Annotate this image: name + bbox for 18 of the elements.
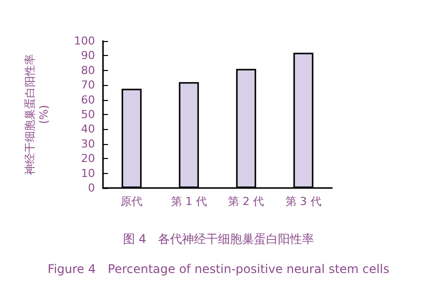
x-tick-label: 第 1 代 [170, 195, 207, 208]
y-tick-label: 30 [81, 137, 95, 150]
y-tick-label: 70 [81, 78, 95, 92]
y-axis-title: 神经干细胞巢蛋白阳性率 (%) [24, 54, 50, 175]
x-tick-label: 原代 [120, 195, 143, 208]
x-tick-label: 第 3 代 [285, 195, 322, 208]
x-tick-label: 第 2 代 [228, 195, 264, 208]
y-tick-label: 20 [81, 152, 95, 166]
y-tick-label: 10 [81, 166, 95, 180]
y-tick-label: 40 [81, 122, 95, 136]
y-tick-label: 50 [81, 108, 95, 121]
y-tick-label: 60 [81, 93, 95, 106]
y-tick-label: 100 [74, 34, 95, 48]
y-tick-label: 90 [81, 49, 95, 62]
y-tick-label: 0 [88, 182, 95, 194]
text: Figure 4 Percentage of nestin-positive neural stem cells [48, 262, 390, 276]
y-tick-label: 80 [81, 64, 95, 77]
text: 图 4 各代神经干细胞巢蛋白阳性率 [122, 232, 314, 246]
